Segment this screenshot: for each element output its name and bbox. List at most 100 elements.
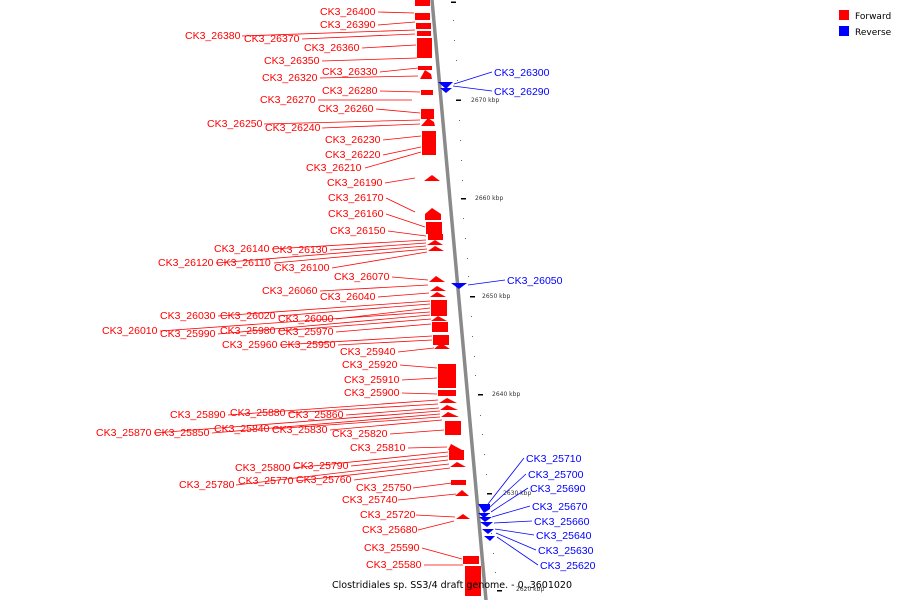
gene-label[interactable]: CK3_25590 xyxy=(364,542,420,554)
tick-label: 2660 kbp xyxy=(475,195,503,202)
gene-label[interactable]: CK3_26390 xyxy=(320,19,376,31)
gene-label[interactable]: CK3_25720 xyxy=(360,509,416,521)
gene-label[interactable]: CK3_26220 xyxy=(325,149,381,161)
gene-arrow xyxy=(456,514,470,519)
gene-label[interactable]: CK3_25920 xyxy=(342,359,398,371)
gene-label[interactable]: CK3_26190 xyxy=(327,177,383,189)
gene-label[interactable]: CK3_25780 xyxy=(179,479,235,491)
gene-label[interactable]: CK3_25640 xyxy=(536,530,592,542)
tick-mark xyxy=(461,198,466,200)
gene-arrow xyxy=(424,175,440,181)
gene-label[interactable]: CK3_26280 xyxy=(322,85,378,97)
gene-label[interactable]: CK3_26140 xyxy=(214,243,270,255)
gene-label[interactable]: CK3_26010 xyxy=(102,325,158,337)
gene-label[interactable]: CK3_25750 xyxy=(356,482,412,494)
gene-label[interactable]: CK3_25710 xyxy=(526,453,582,465)
gene-label[interactable]: CK3_26330 xyxy=(322,66,378,78)
gene-label[interactable]: CK3_26070 xyxy=(334,271,390,283)
gene-label[interactable]: CK3_25700 xyxy=(528,469,584,481)
leader-line xyxy=(159,311,431,332)
gene-label[interactable]: CK3_25690 xyxy=(530,483,586,495)
leader-line xyxy=(337,339,433,346)
gene-label[interactable]: CK3_26120 xyxy=(158,257,214,269)
gene-label[interactable]: CK3_26000 xyxy=(278,313,334,325)
gene-label[interactable]: CK3_25950 xyxy=(280,339,336,351)
gene-label[interactable]: CK3_26300 xyxy=(494,67,550,79)
leader-line xyxy=(387,230,427,237)
gene-label[interactable]: CK3_25820 xyxy=(332,428,388,440)
gene-label[interactable]: CK3_25580 xyxy=(366,559,422,571)
tick-mark xyxy=(497,590,502,592)
gene-arrow xyxy=(433,335,449,345)
gene-label[interactable]: CK3_26170 xyxy=(328,192,384,204)
gene-label[interactable]: CK3_26350 xyxy=(264,55,320,67)
minor-dot xyxy=(474,356,475,357)
gene-label[interactable]: CK3_25880 xyxy=(230,407,286,419)
gene-label[interactable]: CK3_25870 xyxy=(96,427,152,439)
gene-label[interactable]: CK3_26130 xyxy=(272,244,328,256)
gene-label[interactable]: CK3_25660 xyxy=(534,516,590,528)
gene-label[interactable]: CK3_25630 xyxy=(538,545,594,557)
gene-arrow xyxy=(430,292,446,297)
gene-label[interactable]: CK3_26150 xyxy=(330,225,386,237)
gene-label[interactable]: CK3_26060 xyxy=(262,285,318,297)
gene-label[interactable]: CK3_25980 xyxy=(220,325,276,337)
gene-label[interactable]: CK3_25990 xyxy=(160,328,216,340)
gene-arrow xyxy=(440,405,458,410)
gene-block xyxy=(422,131,436,143)
gene-label[interactable]: CK3_25910 xyxy=(344,374,400,386)
gene-label[interactable]: CK3_26270 xyxy=(260,94,316,106)
leader-line xyxy=(490,487,529,513)
leader-line xyxy=(496,536,539,566)
tick-mark xyxy=(456,99,461,101)
legend-forward-label: Forward xyxy=(855,12,891,22)
gene-label[interactable]: CK3_26210 xyxy=(306,162,362,174)
gene-label[interactable]: CK3_26320 xyxy=(262,72,318,84)
gene-label[interactable]: CK3_26160 xyxy=(328,208,384,220)
gene-label[interactable]: CK3_26370 xyxy=(244,33,300,45)
gene-label[interactable]: CK3_26380 xyxy=(185,30,241,42)
gene-label[interactable]: CK3_25670 xyxy=(532,501,588,513)
gene-label[interactable]: CK3_25850 xyxy=(154,427,210,439)
reverse-genes xyxy=(438,82,495,541)
gene-label[interactable]: CK3_25840 xyxy=(214,423,270,435)
minor-dot xyxy=(486,474,487,475)
gene-label[interactable]: CK3_26240 xyxy=(265,122,321,134)
gene-label[interactable]: CK3_26260 xyxy=(318,103,374,115)
gene-label[interactable]: CK3_25680 xyxy=(362,524,418,536)
gene-label[interactable]: CK3_25860 xyxy=(288,409,344,421)
legend: Forward Reverse xyxy=(839,10,892,38)
gene-label[interactable]: CK3_25890 xyxy=(170,409,226,421)
gene-label[interactable]: CK3_26100 xyxy=(274,262,330,274)
gene-label[interactable]: CK3_25790 xyxy=(293,460,349,472)
gene-label[interactable]: CK3_25800 xyxy=(235,462,291,474)
minor-dot xyxy=(475,375,476,376)
gene-label[interactable]: CK3_26290 xyxy=(494,86,550,98)
gene-label[interactable]: CK3_26250 xyxy=(207,118,263,130)
gene-label[interactable]: CK3_25970 xyxy=(278,326,334,338)
gene-label[interactable]: CK3_25770 xyxy=(238,475,294,487)
gene-label[interactable]: CK3_26040 xyxy=(320,291,376,303)
gene-arrow xyxy=(417,31,431,36)
gene-label[interactable]: CK3_25740 xyxy=(342,494,398,506)
gene-label[interactable]: CK3_25620 xyxy=(540,560,596,572)
minor-dot xyxy=(480,415,481,416)
gene-label[interactable]: CK3_26230 xyxy=(325,134,381,146)
minor-dot xyxy=(467,258,468,259)
gene-label[interactable]: CK3_26020 xyxy=(220,310,276,322)
gene-label[interactable]: CK3_25760 xyxy=(296,474,352,486)
gene-arrow xyxy=(421,90,433,95)
gene-label[interactable]: CK3_26030 xyxy=(160,310,216,322)
gene-label[interactable]: CK3_25960 xyxy=(222,339,278,351)
gene-label[interactable]: CK3_26400 xyxy=(320,6,376,18)
gene-label[interactable]: CK3_25900 xyxy=(344,387,400,399)
gene-label[interactable]: CK3_25830 xyxy=(272,424,328,436)
gene-label[interactable]: CK3_26360 xyxy=(304,42,360,54)
gene-arrow xyxy=(421,118,435,126)
gene-label[interactable]: CK3_26050 xyxy=(507,275,563,287)
gene-label[interactable]: CK3_25940 xyxy=(340,346,396,358)
gene-label[interactable]: CK3_25810 xyxy=(350,442,406,454)
gene-label[interactable]: CK3_26110 xyxy=(216,257,271,269)
gene-arrow xyxy=(451,283,467,289)
